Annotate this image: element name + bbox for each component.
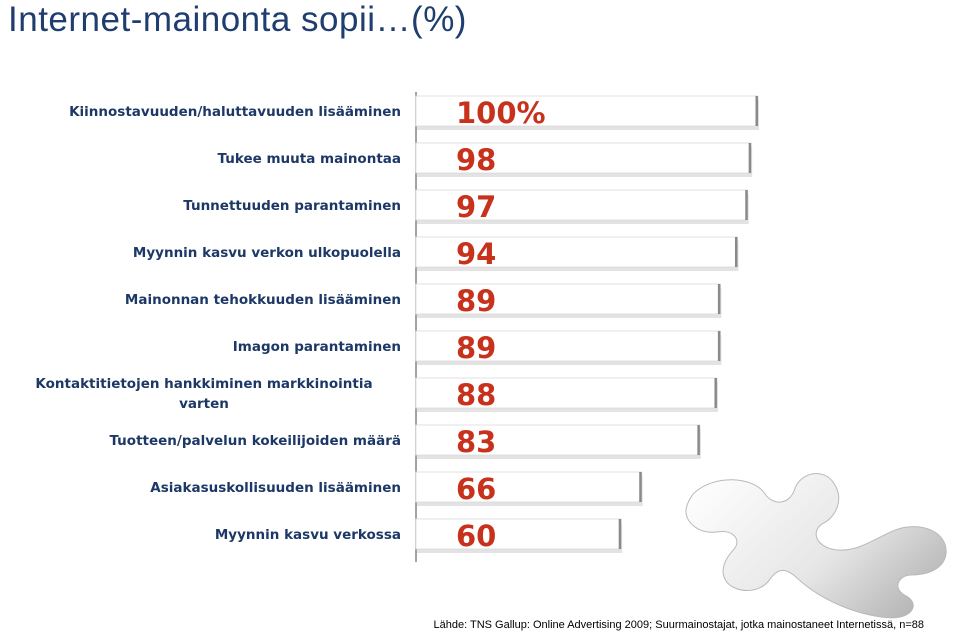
value-label: 100% <box>456 96 546 130</box>
category-label: Myynnin kasvu verkon ulkopuolella <box>133 245 401 261</box>
bar-end <box>755 96 758 126</box>
bar <box>415 189 749 221</box>
bar <box>415 236 738 268</box>
chart-title: Internet-mainonta sopii…(%) <box>8 0 467 39</box>
bar-end <box>748 143 752 173</box>
category-label: Kontaktitietojen hankkiminen markkinoint… <box>35 376 372 392</box>
value-label: 89 <box>456 284 496 318</box>
bar-end <box>639 472 642 502</box>
bar-end <box>745 190 748 220</box>
category-label: Imagon parantaminen <box>233 339 401 355</box>
category-label: Tukee muuta mainontaa <box>218 151 402 167</box>
category-label: varten <box>179 396 229 412</box>
source-note: Lähde: TNS Gallup: Online Advertising 20… <box>433 619 924 631</box>
category-label: Kiinnostavuuden/haluttavuuden lisääminen <box>69 104 401 120</box>
category-label: Tunnettuuden parantaminen <box>183 198 401 214</box>
bar-end <box>717 284 721 314</box>
bar <box>415 377 718 409</box>
bar-end <box>697 425 700 455</box>
bar <box>415 283 721 315</box>
bar-end <box>717 331 721 361</box>
value-label: 88 <box>456 378 496 412</box>
value-label: 60 <box>456 519 496 553</box>
bar-end <box>618 519 622 549</box>
bar <box>415 518 622 550</box>
bar <box>415 95 759 127</box>
value-label: 98 <box>456 143 496 177</box>
category-label: Myynnin kasvu verkossa <box>215 527 401 543</box>
value-label: 89 <box>456 331 496 365</box>
category-label: Asiakasuskollisuuden lisääminen <box>150 480 401 496</box>
bar-end <box>734 237 738 267</box>
puzzle-piece-icon <box>685 473 947 619</box>
bar <box>415 424 701 456</box>
bar <box>415 330 721 362</box>
category-label: Mainonnan tehokkuuden lisääminen <box>125 292 401 308</box>
bar <box>415 471 643 503</box>
bar-end <box>714 378 717 408</box>
value-label: 97 <box>456 190 496 224</box>
value-label: 83 <box>456 425 496 459</box>
category-label: Tuotteen/palvelun kokeilijoiden määrä <box>109 433 401 449</box>
bar <box>415 142 752 174</box>
value-label: 66 <box>456 472 496 506</box>
value-label: 94 <box>456 237 496 271</box>
